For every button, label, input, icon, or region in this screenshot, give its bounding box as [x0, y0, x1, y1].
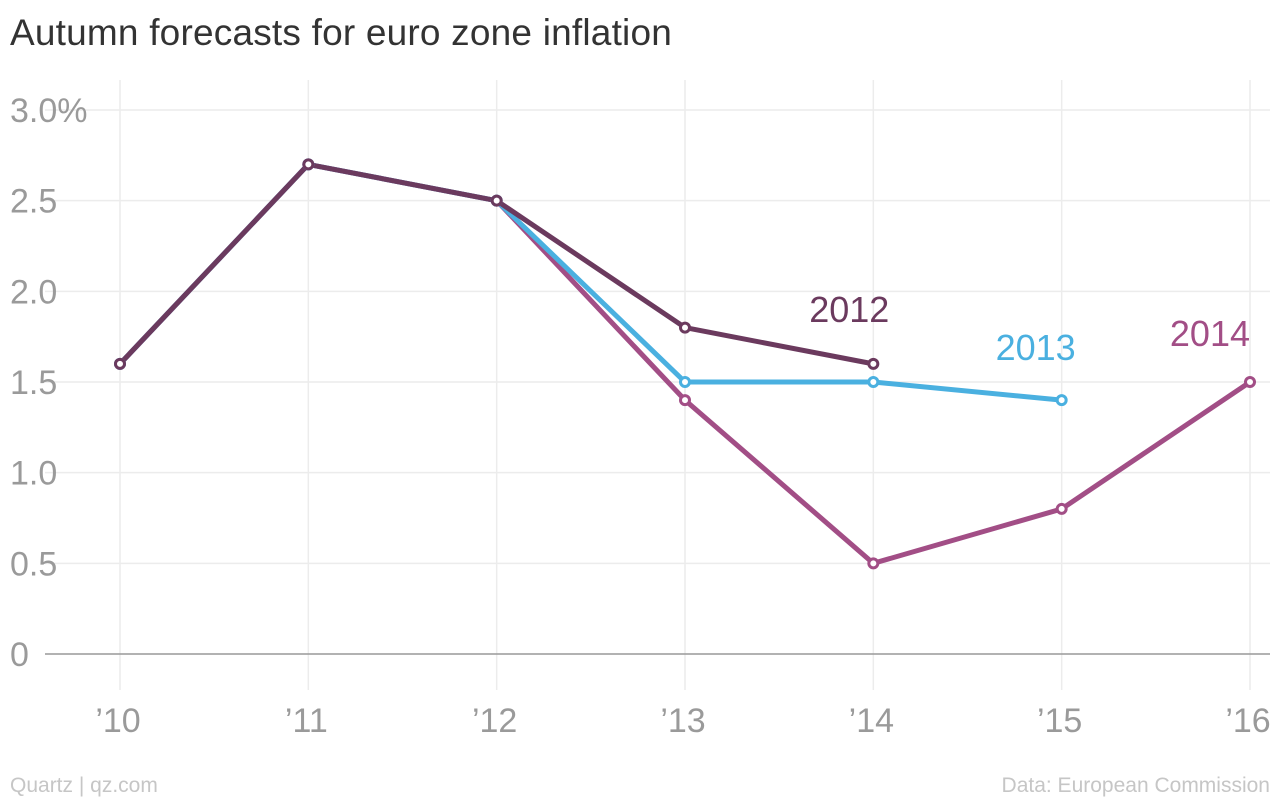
footer-credit: Quartz | qz.com: [10, 774, 158, 797]
data-point-2012: [114, 357, 126, 370]
data-point-2013: [867, 376, 880, 388]
x-tick-label: ’13: [660, 702, 705, 740]
y-tick-label: 0: [10, 636, 29, 674]
data-point-2012: [867, 357, 880, 370]
data-point-2014: [1055, 502, 1068, 515]
chart-title: Autumn forecasts for euro zone inflation: [10, 12, 673, 53]
y-tick-label: 3.0%: [10, 92, 88, 130]
x-tick-label: ’16: [1225, 702, 1270, 740]
data-point-2014: [1244, 376, 1256, 388]
series-points: [114, 158, 1256, 570]
data-point-2013: [679, 376, 691, 388]
footer-source: Data: European Commission: [1001, 774, 1270, 797]
y-tick-label: 2.5: [10, 183, 57, 221]
series-label-2014: 2014: [1170, 313, 1250, 354]
data-point-2013: [1055, 394, 1068, 407]
data-point-2012: [490, 194, 503, 207]
data-point-2012: [302, 158, 315, 171]
x-tick-label: ’15: [1037, 702, 1082, 740]
y-tick-label: 1.0: [10, 455, 57, 493]
x-tick-label: ’14: [849, 702, 894, 740]
y-tick-label: 2.0: [10, 273, 57, 311]
data-point-2014: [867, 557, 880, 570]
series-label-2012: 2012: [809, 289, 889, 330]
series-line-2013: [117, 161, 1065, 403]
data-point-2012: [679, 321, 691, 334]
y-tick-label: 1.5: [10, 364, 57, 402]
x-tick-label: ’11: [285, 702, 328, 740]
x-tick-label: ’10: [95, 702, 140, 740]
y-tick-label: 0.5: [10, 545, 57, 583]
series-label-2013: 2013: [996, 327, 1076, 368]
data-point-2014: [679, 394, 691, 407]
x-tick-label: ’12: [472, 702, 517, 740]
labels: ’10 ’11 ’12 ’13 ’14 ’15 ’16 0 0.5 1.0 1.5 2.0 2.5 3.0…: [10, 92, 1271, 740]
grid: [45, 80, 1270, 690]
